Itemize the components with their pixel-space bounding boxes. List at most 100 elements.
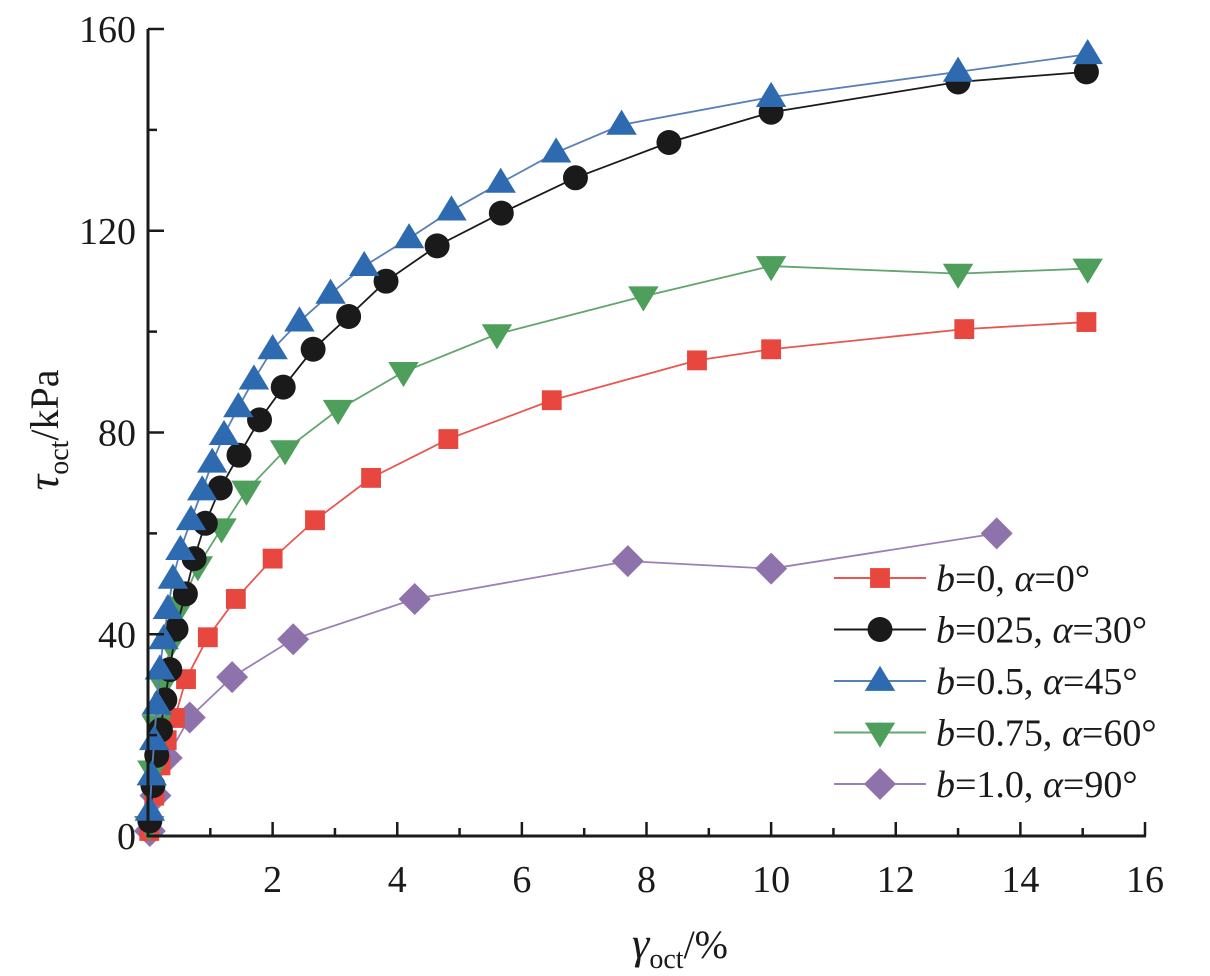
data-point <box>540 137 572 163</box>
data-point <box>438 429 459 449</box>
legend-item: b=0.75, α=60° <box>834 713 1157 755</box>
data-point <box>208 419 240 445</box>
data-point <box>687 350 707 371</box>
y-tick-label: 80 <box>98 413 136 455</box>
legend: b=0, α=0° b=025, α=30° b=0.5, α=45° b=0.75,… <box>834 558 1157 806</box>
y-tick-label: 40 <box>98 614 136 656</box>
data-point <box>196 447 228 473</box>
data-point <box>942 56 974 82</box>
x-tick-label: 2 <box>263 859 282 901</box>
data-point <box>225 589 246 609</box>
y-tick-label: 120 <box>79 211 136 253</box>
data-point <box>231 480 262 506</box>
y-axis-unit: /kPa <box>22 369 67 440</box>
data-point <box>1072 258 1103 284</box>
data-point <box>606 109 637 135</box>
legend-item: b=0.5, α=45° <box>834 661 1138 703</box>
x-tick-label: 16 <box>1126 859 1164 901</box>
data-point <box>144 654 176 680</box>
x-tick-label: 4 <box>388 859 407 901</box>
data-point <box>628 286 659 312</box>
x-axis-unit: /% <box>684 922 728 967</box>
legend-marker-triangle-up <box>864 665 896 691</box>
data-point <box>336 304 362 329</box>
data-point <box>361 467 381 488</box>
data-point <box>541 390 562 411</box>
data-point <box>315 278 346 304</box>
data-point <box>136 760 167 786</box>
data-point <box>562 165 588 191</box>
data-point <box>157 563 189 589</box>
x-axis-title: γoct/% <box>632 919 728 975</box>
data-point <box>1072 39 1103 65</box>
x-tick-label: 6 <box>512 859 531 901</box>
data-point <box>300 336 326 362</box>
legend-label: b=025, α=30° <box>936 610 1147 652</box>
data-point <box>755 256 787 282</box>
x-axis-subscript: oct <box>649 944 683 975</box>
data-point <box>187 475 218 501</box>
data-point <box>755 81 787 108</box>
legend-marker-diamond <box>864 768 896 800</box>
data-point <box>175 505 207 531</box>
data-point <box>436 195 467 221</box>
data-point <box>373 268 399 294</box>
legend-label: b=1.0, α=90° <box>936 764 1138 806</box>
data-point <box>485 167 516 193</box>
x-tick-label: 14 <box>1001 859 1039 901</box>
legend-item: b=1.0, α=90° <box>834 764 1138 806</box>
x-tick-label: 8 <box>637 859 656 901</box>
series-layer <box>133 39 1103 847</box>
data-point <box>165 534 196 560</box>
legend-marker-circle <box>867 617 893 642</box>
data-point <box>424 233 450 259</box>
data-point <box>611 545 644 578</box>
data-point <box>134 795 166 821</box>
data-point <box>238 364 270 390</box>
y-axis-title: τoct/kPa <box>19 369 75 490</box>
data-point <box>980 517 1013 550</box>
y-axis-subscript: oct <box>44 440 75 474</box>
data-point <box>216 661 249 694</box>
data-point <box>954 319 975 340</box>
data-point <box>305 510 325 531</box>
data-point <box>942 263 974 289</box>
legend-label: b=0, α=0° <box>936 558 1090 600</box>
y-axis-symbol: τ <box>19 473 68 491</box>
data-point <box>247 407 273 433</box>
data-point <box>481 324 513 350</box>
y-tick-label: 160 <box>79 9 136 51</box>
y-tick-label: 0 <box>117 816 136 858</box>
legend-label: b=0.75, α=60° <box>936 713 1157 755</box>
legend-item: b=025, α=30° <box>834 610 1147 652</box>
data-point <box>148 624 179 650</box>
legend-label: b=0.5, α=45° <box>936 661 1138 703</box>
data-point <box>262 548 283 569</box>
data-point <box>223 392 254 418</box>
data-point <box>388 362 419 388</box>
data-point <box>755 552 788 585</box>
x-axis-symbol: γ <box>632 919 651 968</box>
legend-marker-triangle-down <box>864 722 896 748</box>
data-point <box>761 339 782 360</box>
series-triangle-up <box>134 39 1103 821</box>
data-point <box>1076 312 1097 332</box>
data-point <box>226 442 252 468</box>
data-point <box>393 223 425 249</box>
data-point <box>269 440 301 466</box>
legend-item: b=0, α=0° <box>834 558 1090 600</box>
data-point <box>270 374 296 400</box>
data-point <box>207 475 233 501</box>
data-point <box>488 200 514 226</box>
data-point <box>197 627 218 648</box>
data-point <box>152 593 184 619</box>
data-point <box>349 250 380 276</box>
x-tick-label: 10 <box>752 859 790 901</box>
legend-marker-square <box>870 568 890 588</box>
data-point <box>284 306 315 332</box>
x-tick-label: 12 <box>877 859 915 901</box>
data-point <box>322 399 354 426</box>
data-point <box>398 582 431 615</box>
